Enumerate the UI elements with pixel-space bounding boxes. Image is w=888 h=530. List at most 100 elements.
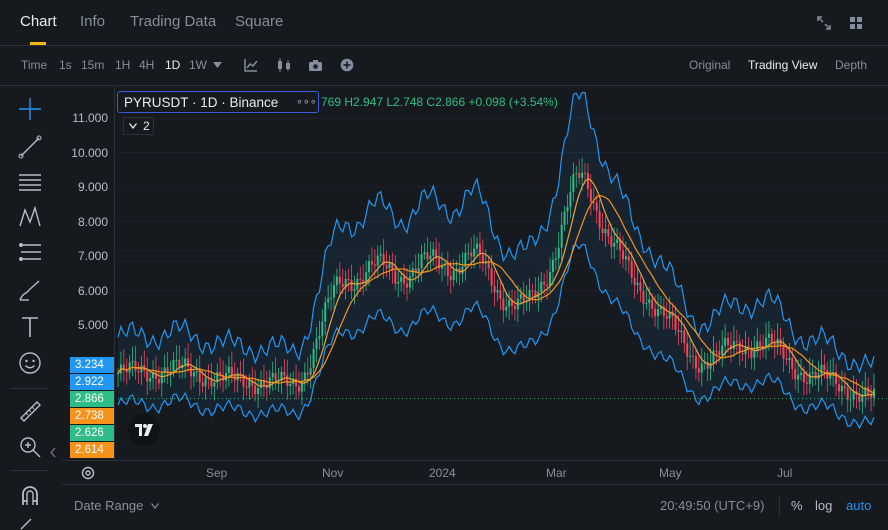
candle-body bbox=[773, 343, 776, 346]
candle-body bbox=[198, 370, 201, 383]
pattern-icon[interactable] bbox=[17, 204, 43, 230]
candle-body bbox=[852, 391, 855, 400]
trend-line-icon[interactable] bbox=[17, 134, 43, 160]
candle-body bbox=[823, 364, 826, 371]
candle-body bbox=[683, 330, 686, 344]
candle-body bbox=[423, 252, 426, 255]
candle-body bbox=[122, 364, 125, 370]
camera-icon[interactable] bbox=[308, 59, 323, 72]
interval-time[interactable]: Time bbox=[21, 58, 48, 72]
brush-icon[interactable] bbox=[17, 278, 43, 304]
interval-4h[interactable]: 4H bbox=[139, 58, 155, 72]
view-trading-view[interactable]: Trading View bbox=[748, 58, 818, 72]
horizontal-lines-icon[interactable] bbox=[17, 170, 43, 196]
candle-body bbox=[519, 293, 522, 299]
fullscreen-icon[interactable] bbox=[817, 16, 831, 30]
pencil-icon[interactable] bbox=[17, 516, 43, 530]
candle-body bbox=[721, 345, 724, 355]
candle-type-icon[interactable] bbox=[276, 58, 292, 72]
tab-square[interactable]: Square bbox=[235, 13, 284, 30]
candle-body bbox=[388, 263, 391, 269]
candle-body bbox=[245, 386, 248, 388]
emoji-icon[interactable] bbox=[17, 350, 43, 376]
candle-body bbox=[350, 279, 353, 291]
candle-body bbox=[189, 366, 192, 377]
add-icon[interactable] bbox=[340, 58, 354, 72]
candle-body bbox=[347, 278, 350, 280]
legend-more-icon[interactable]: ∘∘∘ bbox=[296, 96, 317, 108]
candle-body bbox=[391, 263, 394, 271]
candle-body bbox=[846, 388, 849, 400]
magnet-icon[interactable] bbox=[17, 483, 43, 509]
layout-grid-icon[interactable] bbox=[849, 16, 863, 30]
indicator-icon[interactable] bbox=[244, 58, 258, 72]
candle-body bbox=[274, 372, 277, 381]
ohlc-readout: 769 H2.947 L2.748 C2.866 +0.098 (+3.54%) bbox=[321, 95, 558, 109]
candle-body bbox=[586, 172, 589, 190]
zoom-in-icon[interactable] bbox=[17, 434, 43, 460]
collapse-tools-icon[interactable] bbox=[50, 448, 56, 457]
candle-body bbox=[420, 254, 423, 269]
interval-15m[interactable]: 15m bbox=[81, 58, 105, 72]
price-chart[interactable] bbox=[62, 86, 888, 460]
candle-body bbox=[686, 343, 689, 357]
price-tag-ma2: 2.626 bbox=[70, 425, 114, 441]
candle-body bbox=[227, 367, 230, 374]
candle-body bbox=[426, 252, 429, 260]
candle-body bbox=[408, 276, 411, 288]
top-tab-bar: Chart Info Trading Data Square bbox=[0, 0, 888, 46]
ruler-icon[interactable] bbox=[17, 398, 43, 424]
candle-body bbox=[309, 368, 312, 375]
candle-body bbox=[210, 378, 213, 387]
chart-canvas[interactable] bbox=[62, 86, 888, 460]
view-original[interactable]: Original bbox=[689, 58, 731, 72]
moving-average-slow bbox=[117, 194, 875, 394]
chevron-down-icon[interactable] bbox=[151, 503, 159, 509]
tools-divider bbox=[10, 388, 48, 389]
tab-info[interactable]: Info bbox=[80, 13, 106, 30]
view-depth[interactable]: Depth bbox=[835, 58, 868, 72]
candle-body bbox=[496, 290, 499, 293]
symbol-legend-box[interactable]: PYRUSDT · 1D · Binance ∘∘∘ bbox=[117, 91, 319, 113]
crosshair-icon[interactable] bbox=[17, 96, 43, 122]
candle-body bbox=[333, 285, 335, 298]
interval-1d[interactable]: 1D bbox=[165, 58, 181, 72]
candle-body bbox=[712, 350, 715, 364]
date-range-button[interactable]: Date Range bbox=[74, 498, 144, 513]
candle-body bbox=[791, 357, 794, 370]
candle-body bbox=[668, 311, 671, 319]
candle-body bbox=[213, 382, 216, 387]
candle-body bbox=[557, 247, 560, 259]
drawing-tools-sidebar bbox=[0, 86, 62, 530]
candle-body bbox=[753, 350, 756, 358]
candle-body bbox=[330, 297, 333, 299]
candle-body bbox=[134, 360, 137, 372]
candle-body bbox=[435, 249, 438, 259]
utc-clock[interactable]: 20:49:50 (UTC+9) bbox=[660, 498, 765, 513]
candle-body bbox=[543, 281, 546, 285]
candle-body bbox=[315, 338, 318, 349]
candle-body bbox=[359, 278, 362, 280]
settings-gear-icon[interactable] bbox=[80, 465, 96, 481]
chevron-down-icon[interactable] bbox=[213, 62, 222, 68]
auto-scale-toggle[interactable]: auto bbox=[846, 498, 872, 513]
interval-1w[interactable]: 1W bbox=[189, 58, 207, 72]
percent-scale-toggle[interactable]: % bbox=[791, 498, 803, 513]
tab-trading-data[interactable]: Trading Data bbox=[130, 13, 217, 30]
log-scale-toggle[interactable]: log bbox=[815, 498, 833, 513]
y-tick: 5.000 bbox=[77, 318, 108, 332]
interval-1h[interactable]: 1H bbox=[115, 58, 131, 72]
candle-body bbox=[837, 384, 840, 392]
candle-body bbox=[741, 353, 744, 355]
candle-body bbox=[692, 355, 695, 357]
candle-body bbox=[467, 252, 470, 254]
candle-body bbox=[370, 261, 373, 265]
candle-body bbox=[873, 388, 875, 398]
tab-chart[interactable]: Chart bbox=[20, 13, 57, 30]
candle-body bbox=[341, 283, 344, 287]
candle-body bbox=[572, 174, 575, 192]
interval-1s[interactable]: 1s bbox=[59, 58, 72, 72]
text-tool-icon[interactable] bbox=[17, 314, 43, 340]
fib-retracement-icon[interactable] bbox=[17, 240, 43, 266]
indicator-collapse-button[interactable]: 2 bbox=[123, 117, 154, 135]
